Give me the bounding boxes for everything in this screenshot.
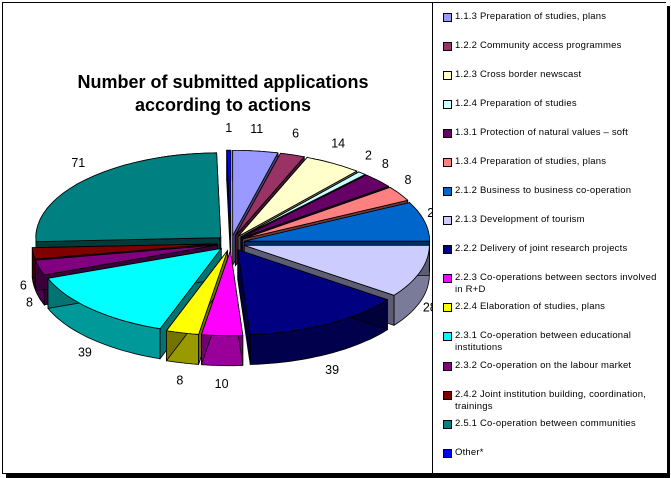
- legend-label: 1.2.4 Preparation of studies: [455, 98, 577, 109]
- chart-legend: 1.1.3 Preparation of studies, plans 1.2.2…: [432, 3, 667, 473]
- pie-chart: 116142882128391083986711: [20, 121, 433, 391]
- legend-item: 2.3.1 Co-operation between educational i…: [443, 330, 665, 354]
- slice-value-label: 28: [423, 300, 433, 314]
- legend-swatch: [443, 42, 452, 51]
- chart-title: Number of submitted applications accordi…: [77, 72, 369, 115]
- legend-swatch: [443, 187, 452, 196]
- legend-item: 1.3.4 Preparation of studies, plans: [443, 156, 665, 168]
- legend-item: 2.2.3 Co-operations between sectors invo…: [443, 272, 665, 296]
- pie-slice: [226, 149, 232, 266]
- slice-value-label: 1: [225, 121, 232, 135]
- legend-label: 2.2.3 Co-operations between sectors invo…: [455, 272, 657, 295]
- legend-label: 2.5.1 Co-operation between communities: [455, 418, 636, 429]
- chart-frame: Number of submitted applications accordi…: [2, 2, 667, 474]
- legend-label: 2.1.2 Business to business co-operation: [455, 185, 632, 196]
- legend-swatch: [443, 158, 452, 167]
- slice-top: [31, 243, 218, 260]
- legend-swatch: [443, 391, 452, 400]
- legend-swatch: [443, 245, 452, 254]
- slice-top: [234, 152, 305, 236]
- legend-item: 2.2.4 Elaboration of studies, plans: [443, 301, 665, 313]
- legend-swatch: [443, 332, 452, 341]
- legend-item: Other*: [443, 447, 665, 459]
- legend-swatch: [443, 216, 452, 225]
- legend-swatch: [443, 129, 452, 138]
- legend-label: 1.1.3 Preparation of studies, plans: [455, 11, 607, 22]
- slice-value-label: 6: [20, 278, 27, 292]
- legend-item: 1.2.4 Preparation of studies: [443, 98, 665, 110]
- legend-item: 2.1.2 Business to business co-operation: [443, 185, 665, 197]
- legend-swatch: [443, 13, 452, 22]
- legend-swatch: [443, 449, 452, 458]
- legend-label: 1.3.1 Protection of natural values – sof…: [455, 127, 628, 138]
- slice-top: [244, 245, 430, 296]
- legend-swatch: [443, 420, 452, 429]
- slice-value-label: 11: [250, 122, 263, 136]
- legend-label: Other*: [455, 447, 484, 458]
- slice-top: [237, 249, 389, 335]
- legend-swatch: [443, 274, 452, 283]
- legend-label: 2.3.1 Co-operation between educational i…: [455, 330, 632, 353]
- legend-label: 1.2.3 Cross border newscast: [455, 69, 582, 80]
- slice-value-label: 39: [78, 345, 92, 359]
- slice-top: [165, 250, 228, 335]
- pie-slice: [200, 250, 244, 367]
- legend-swatch: [443, 71, 452, 80]
- legend-item: 1.3.1 Protection of natural values – sof…: [443, 127, 665, 139]
- legend-item: 2.5.1 Co-operation between communities: [443, 418, 665, 430]
- slice-top: [232, 150, 279, 236]
- legend-label: 2.2.2 Delivery of joint research project…: [455, 243, 628, 254]
- slice-value-label: 8: [26, 296, 33, 310]
- legend-item: 2.3.2 Co-operation on the labour market: [443, 360, 665, 372]
- slice-value-label: 6: [292, 126, 299, 140]
- slice-top: [200, 250, 244, 337]
- slice-value-label: 8: [382, 157, 389, 171]
- slice-value-label: 10: [215, 377, 229, 391]
- legend-item: 1.2.2 Community access programmes: [443, 40, 665, 52]
- pie-slice: [237, 249, 389, 365]
- slice-top: [226, 149, 232, 236]
- slice-top: [237, 157, 358, 237]
- legend-item: 1.1.3 Preparation of studies, plans: [443, 11, 665, 23]
- legend-label: 2.2.4 Elaboration of studies, plans: [455, 301, 606, 312]
- legend-label: 2.1.3 Development of tourism: [455, 214, 585, 225]
- slice-top: [34, 244, 218, 276]
- legend-item: 2.4.2 Joint institution building, coordi…: [443, 389, 665, 413]
- legend-label: 1.3.4 Preparation of studies, plans: [455, 156, 607, 167]
- slice-top: [35, 152, 222, 243]
- slice-value-label: 39: [325, 363, 339, 377]
- legend-item: 1.2.3 Cross border newscast: [443, 69, 665, 81]
- legend-item: 2.2.2 Delivery of joint research project…: [443, 243, 665, 255]
- slice-value-label: 21: [427, 206, 433, 220]
- legend-label: 2.4.2 Joint institution building, coordi…: [455, 389, 647, 412]
- slice-value-label: 8: [405, 173, 412, 187]
- slice-value-label: 14: [331, 137, 345, 151]
- slice-value-label: 8: [176, 374, 183, 388]
- slice-top: [242, 186, 409, 240]
- legend-swatch: [443, 100, 452, 109]
- slice-value-label: 71: [71, 156, 85, 170]
- legend-label: 2.3.2 Co-operation on the labour market: [455, 360, 632, 371]
- slice-top: [47, 247, 223, 330]
- legend-swatch: [443, 303, 452, 312]
- slice-top: [241, 174, 390, 239]
- legend-swatch: [443, 362, 452, 371]
- legend-item: 2.1.3 Development of tourism: [443, 214, 665, 226]
- slice-top: [244, 202, 430, 242]
- slice-top: [240, 171, 366, 238]
- legend-label: 1.2.2 Community access programmes: [455, 40, 622, 51]
- slice-value-label: 2: [365, 148, 372, 162]
